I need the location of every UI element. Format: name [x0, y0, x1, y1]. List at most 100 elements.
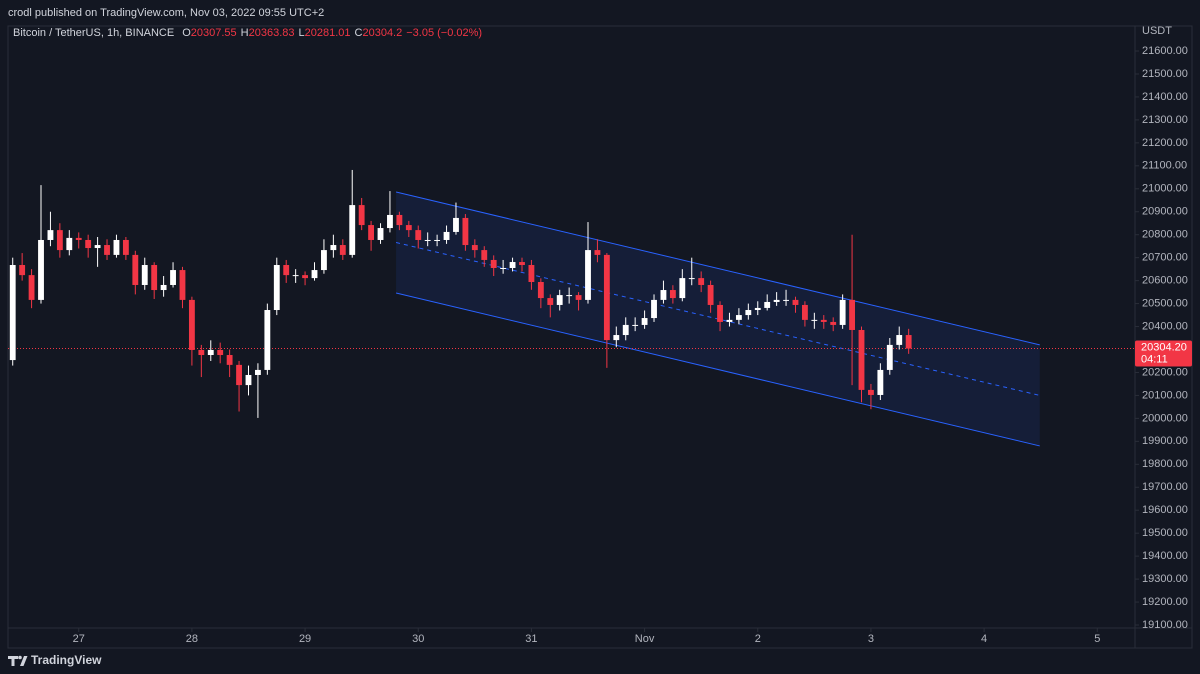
- candle-body: [528, 265, 535, 282]
- candle-body: [792, 299, 799, 305]
- candle-body: [188, 299, 195, 350]
- ohlc-value: 20281.01: [305, 27, 351, 39]
- candle-body: [688, 278, 695, 280]
- candle-body: [820, 319, 827, 322]
- y-tick-label: 20700.00: [1142, 252, 1188, 264]
- y-tick-label: 21200.00: [1142, 137, 1188, 149]
- y-tick-label: 19500.00: [1142, 527, 1188, 539]
- y-tick-label: 21300.00: [1142, 114, 1188, 126]
- candle-body: [471, 245, 478, 251]
- candle-body: [905, 335, 912, 349]
- candle-body: [735, 315, 742, 320]
- candle-body: [122, 239, 129, 255]
- candle-body: [773, 299, 780, 302]
- candle-body: [849, 299, 855, 330]
- candle-body: [415, 230, 422, 240]
- published-note: crodl published on TradingView.com, Nov …: [8, 7, 324, 19]
- candle-body: [94, 245, 101, 249]
- y-tick-label: 19700.00: [1142, 481, 1188, 493]
- y-tick-label: 19300.00: [1142, 573, 1188, 585]
- candle-body: [462, 217, 469, 246]
- candle-body: [141, 265, 148, 285]
- candle-body: [858, 329, 865, 390]
- candle-body: [886, 344, 893, 370]
- legend: Bitcoin / TetherUS, 1h, BINANCE O 20307.5…: [13, 27, 482, 39]
- candle-body: [292, 275, 299, 277]
- candle-body: [273, 265, 280, 311]
- candle-body: [377, 228, 384, 240]
- candle-body: [85, 239, 92, 249]
- y-tick-label: 21500.00: [1142, 68, 1188, 80]
- candle-body: [500, 267, 507, 269]
- x-tick-label: 3: [868, 633, 874, 645]
- y-tick-label: 19600.00: [1142, 504, 1188, 516]
- ohlc-value: 20304.2: [362, 27, 402, 39]
- candle-body: [641, 318, 648, 325]
- candle-body: [443, 231, 450, 240]
- y-tick-label: 21400.00: [1142, 91, 1188, 103]
- candle-body: [302, 275, 308, 279]
- candle-body: [226, 355, 233, 365]
- y-tick-label: 19400.00: [1142, 550, 1188, 562]
- candle-body: [679, 278, 686, 299]
- candle-body: [594, 250, 601, 255]
- candle-body: [783, 299, 789, 301]
- candle-body: [358, 205, 365, 226]
- candle-body: [434, 239, 441, 241]
- candle-body: [151, 265, 158, 291]
- candle-body: [726, 319, 733, 322]
- y-tick-label: 20800.00: [1142, 229, 1188, 241]
- candle-body: [509, 262, 516, 268]
- x-tick-label: 30: [412, 633, 424, 645]
- candle-body: [660, 290, 667, 300]
- candle-body: [669, 290, 676, 299]
- chart-frame: [7, 25, 1193, 649]
- y-tick-label: 19800.00: [1142, 458, 1188, 470]
- candle-body: [19, 265, 26, 276]
- candle-body: [839, 299, 846, 325]
- candle-body: [717, 304, 723, 322]
- candle-body: [575, 295, 582, 300]
- candle-body: [585, 250, 591, 300]
- candle-body: [179, 270, 186, 300]
- currency-label: USDT: [1142, 25, 1172, 37]
- x-tick-label: 29: [299, 633, 311, 645]
- y-tick-label: 19200.00: [1142, 596, 1188, 608]
- logo-icon: [8, 656, 28, 666]
- candle-body: [603, 254, 610, 341]
- candle-body: [453, 217, 459, 232]
- y-tick-label: 20000.00: [1142, 412, 1188, 424]
- ohlc-key: C: [355, 27, 363, 39]
- x-tick-label: 2: [755, 633, 761, 645]
- candle-body: [38, 239, 44, 300]
- candle-body: [132, 254, 139, 285]
- x-tick-label: 4: [981, 633, 987, 645]
- candle-body: [330, 245, 337, 251]
- candle-body: [745, 310, 752, 316]
- candle-body: [170, 270, 176, 285]
- candle-body: [236, 364, 242, 386]
- candle-body: [254, 369, 261, 375]
- candle-body: [877, 369, 884, 395]
- ohlc-value: 20363.83: [249, 27, 295, 39]
- candle-body: [283, 265, 290, 276]
- candle-body: [566, 295, 573, 297]
- candle-body: [198, 349, 205, 356]
- channel-lower: [395, 292, 1040, 447]
- candle-body: [47, 230, 54, 240]
- candle-body: [613, 335, 620, 341]
- candle-body: [311, 270, 318, 279]
- ohlc-key: L: [299, 27, 305, 39]
- candle-body: [651, 299, 657, 319]
- countdown: 04:11: [1141, 353, 1168, 365]
- y-tick-label: 19100.00: [1142, 619, 1188, 631]
- candle-body: [28, 275, 35, 300]
- tradingview-logo: TradingView: [8, 653, 102, 667]
- ohlc-value: 20307.55: [191, 27, 237, 39]
- candle-body: [632, 324, 639, 326]
- candle-body: [868, 389, 874, 395]
- candle-body: [396, 214, 403, 226]
- y-tick-label: 19900.00: [1142, 435, 1188, 447]
- candle-body: [519, 262, 525, 266]
